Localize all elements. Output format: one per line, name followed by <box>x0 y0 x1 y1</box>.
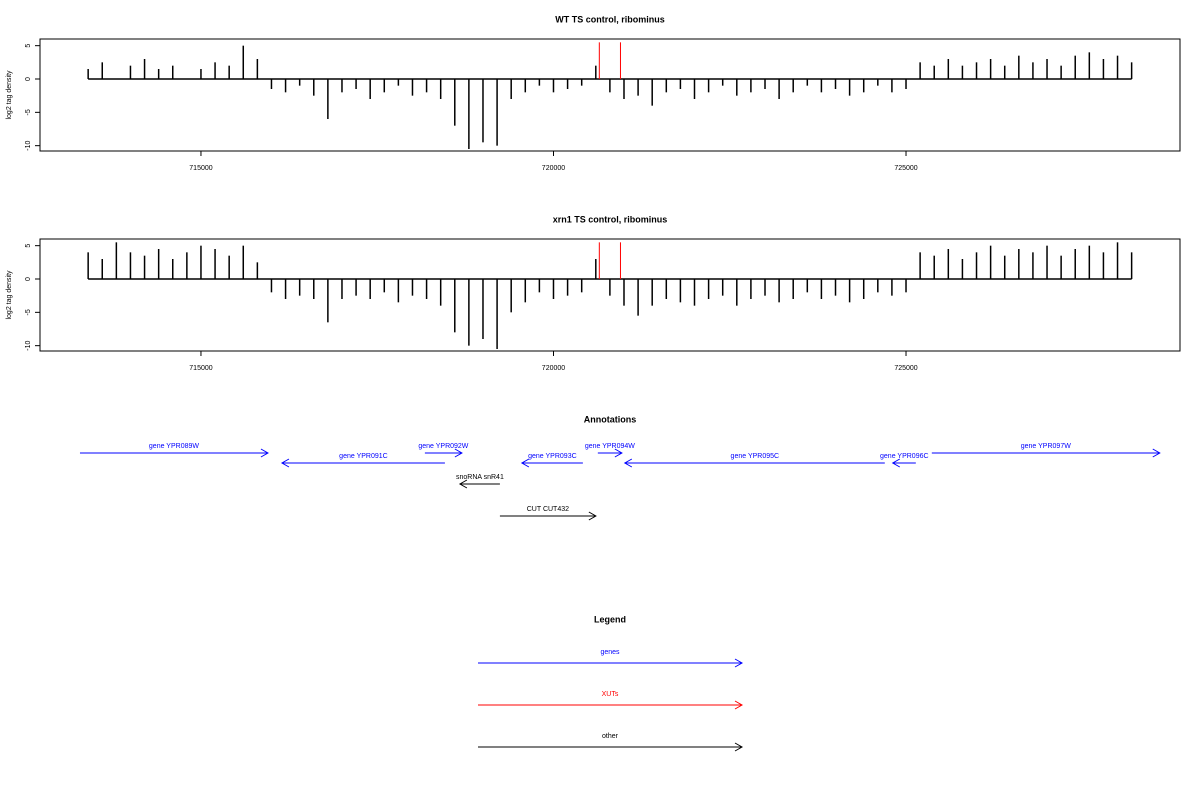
feature-label: gene YPR093C <box>528 453 577 460</box>
feature-arrow <box>458 479 500 489</box>
annotations-title: Annotations <box>584 414 637 424</box>
x-tick-label: 715000 <box>189 365 212 372</box>
x-tick-label: 725000 <box>894 165 917 172</box>
y-tick-label: -5 <box>25 309 32 315</box>
legend-label: genes <box>600 649 620 656</box>
x-tick-label: 715000 <box>189 165 212 172</box>
feature-label: gene YPR091C <box>339 453 388 460</box>
plot-frame <box>39 38 1181 152</box>
feature-label: snoRNA snR41 <box>456 474 504 481</box>
y-tick-label: -10 <box>25 341 32 351</box>
x-tick-label: 720000 <box>542 365 565 372</box>
y-axis-label: log2 tag density <box>6 270 13 320</box>
y-tick-label: 0 <box>25 277 32 281</box>
feature-arrow <box>79 448 269 458</box>
feature-label: gene YPR094W <box>585 443 635 450</box>
y-tick-label: 0 <box>25 77 32 81</box>
feature-arrow <box>499 511 597 521</box>
plot-frame <box>39 238 1181 352</box>
legend-title: Legend <box>594 614 626 624</box>
y-tick-label: -10 <box>25 141 32 151</box>
x-tick-label: 720000 <box>542 165 565 172</box>
legend-arrow <box>478 742 744 752</box>
feature-label: gene YPR089W <box>149 443 199 450</box>
feature-arrow <box>931 448 1161 458</box>
feature-label: gene YPR096C <box>880 453 929 460</box>
feature-arrow <box>424 448 463 458</box>
y-tick-label: 5 <box>25 44 32 48</box>
feature-arrow <box>597 448 623 458</box>
legend-arrow <box>478 658 744 668</box>
legend-label: XUTs <box>602 691 619 698</box>
feature-label: CUT CUT432 <box>527 506 569 513</box>
legend-arrow <box>478 700 744 710</box>
legend-label: other <box>602 733 619 740</box>
chart-title: xrn1 TS control, ribominus <box>553 214 668 224</box>
feature-label: gene YPR097W <box>1021 443 1071 450</box>
feature-label: gene YPR092W <box>418 443 468 450</box>
feature-arrow <box>520 458 583 468</box>
x-tick-label: 725000 <box>894 365 917 372</box>
y-tick-label: 5 <box>25 244 32 248</box>
y-axis-label: log2 tag density <box>6 70 13 120</box>
feature-arrow <box>891 458 916 468</box>
y-tick-label: -5 <box>25 109 32 115</box>
chart-title: WT TS control, ribominus <box>555 14 665 24</box>
feature-label: gene YPR095C <box>731 453 780 460</box>
feature-arrow <box>623 458 885 468</box>
feature-arrow <box>280 458 445 468</box>
